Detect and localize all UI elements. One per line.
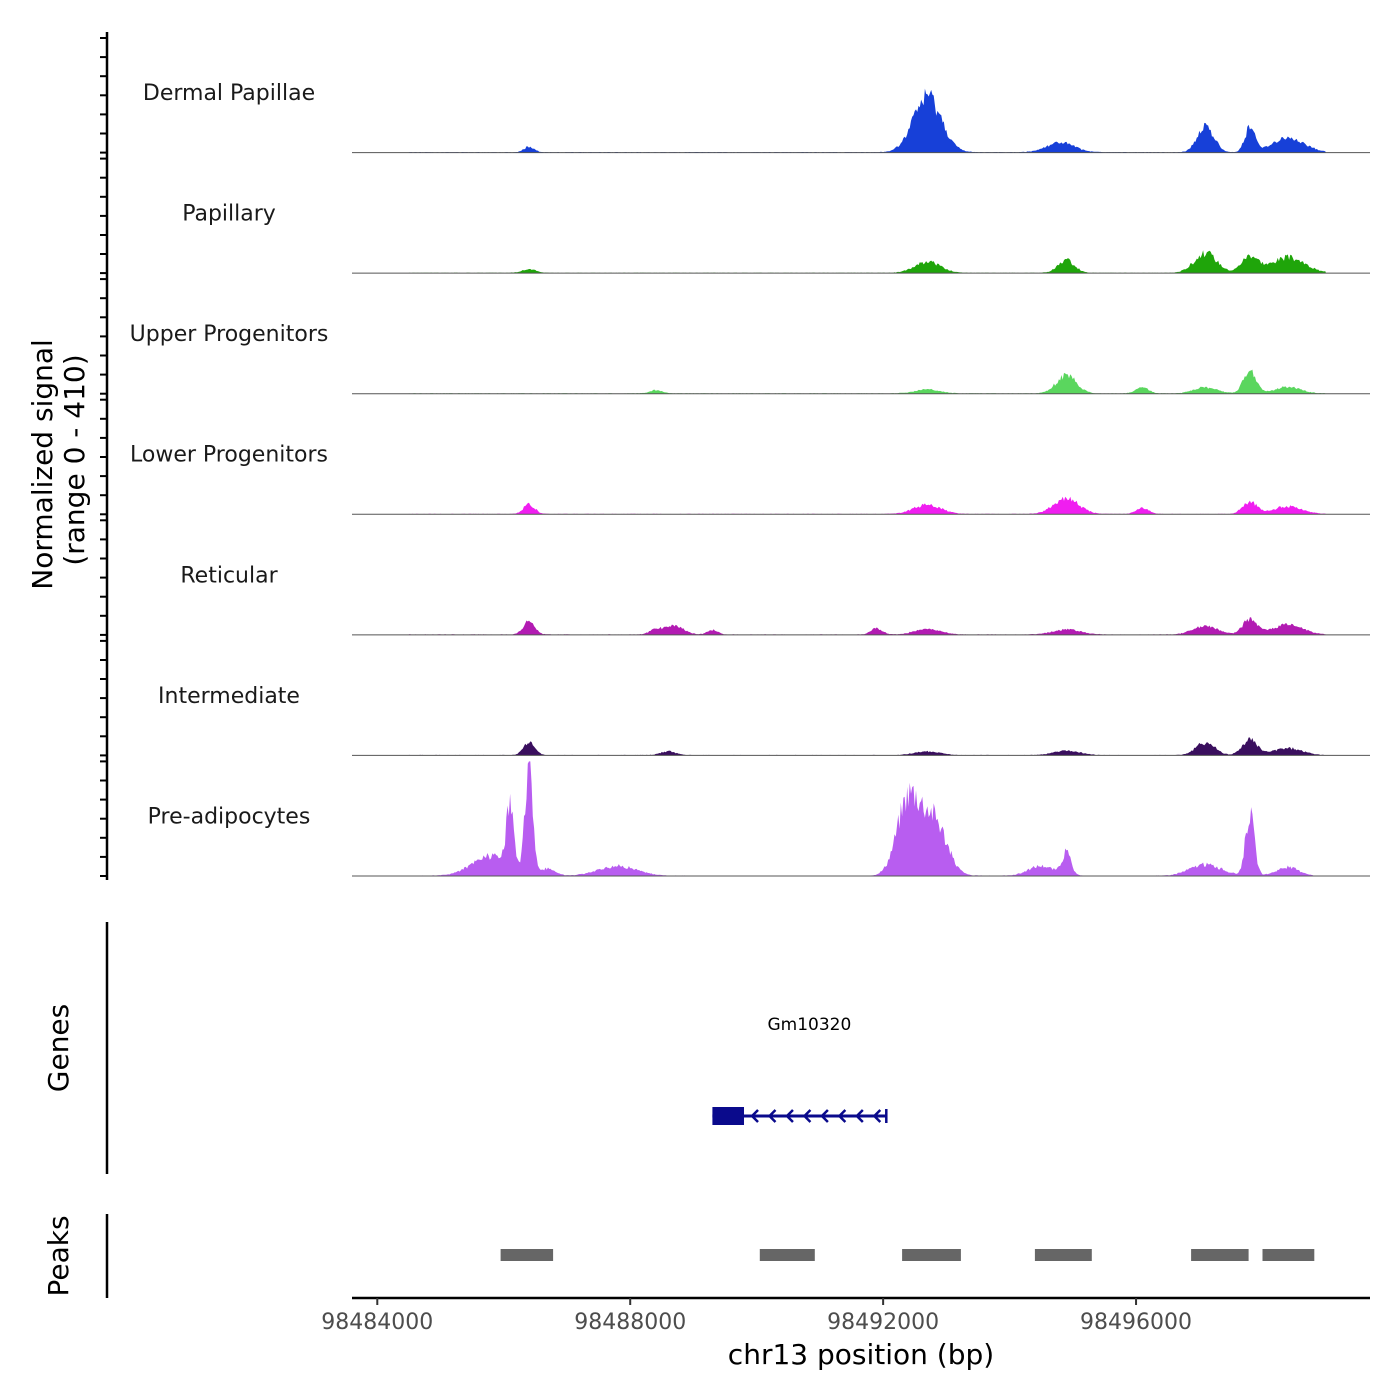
genes-y-axis-title: Genes [42, 1004, 75, 1092]
track-label: Pre-adipocytes [148, 804, 311, 829]
strand-arrow [855, 1109, 864, 1123]
peaks-y-axis-title: Peaks [42, 1215, 75, 1296]
strand-arrow [767, 1109, 777, 1123]
x-tick-label: 98484000 [321, 1310, 433, 1335]
track-label: Intermediate [158, 684, 300, 709]
strand-arrow [750, 1109, 759, 1123]
coverage-y-axis [100, 32, 109, 880]
track-lower-progenitors: Lower Progenitors [130, 443, 1370, 515]
track-label: Lower Progenitors [130, 443, 328, 468]
track-label: Papillary [182, 202, 276, 227]
peak-region [1034, 1249, 1092, 1261]
coverage-y-axis-title: Normalized signal (range 0 - 410) [26, 330, 91, 589]
track-intermediate: Intermediate [158, 684, 1370, 756]
x-tick-label: 98488000 [574, 1310, 686, 1335]
track-label: Upper Progenitors [130, 322, 329, 347]
x-axis-ticks: 98484000 98488000 98492000 98496000 [321, 1298, 1192, 1335]
peak-track [500, 1249, 1315, 1261]
strand-arrow [785, 1109, 794, 1123]
track-reticular: Reticular [180, 563, 1370, 636]
signal-area [408, 369, 1326, 394]
signal-area [408, 496, 1326, 515]
strand-arrow [820, 1109, 829, 1123]
strand-arrow [837, 1109, 847, 1123]
track-upper-progenitors: Upper Progenitors [130, 322, 1370, 395]
peak-region [500, 1249, 554, 1261]
strand-arrow [872, 1109, 882, 1123]
track-dermal-papillae: Dermal Papillae [143, 81, 1370, 154]
peak-region [1262, 1249, 1315, 1261]
signal-area [408, 88, 1326, 153]
gene-label: Gm10320 [767, 1015, 851, 1035]
gene-track: Gm10320 [712, 1015, 888, 1125]
gene-exon [712, 1107, 745, 1125]
track-label: Dermal Papillae [143, 81, 315, 106]
gene-gm10320: Gm10320 [712, 1015, 888, 1125]
peak-region [759, 1249, 815, 1261]
coverage-y-axis-title-line2: (range 0 - 410) [58, 354, 91, 565]
peak-region [902, 1249, 961, 1261]
signal-area [402, 761, 1314, 876]
coverage-tracks: Dermal Papillae Papillary Upper Progenitor… [130, 81, 1370, 877]
track-papillary: Papillary [182, 202, 1370, 274]
track-pre-adipocytes: Pre-adipocytes [148, 761, 1370, 877]
signal-area [408, 250, 1326, 274]
strand-arrow [802, 1109, 812, 1123]
track-label: Reticular [180, 563, 278, 588]
x-axis-title: chr13 position (bp) [728, 1338, 994, 1371]
coverage-y-axis-title-line1: Normalized signal [26, 339, 59, 590]
signal-area [408, 617, 1326, 635]
x-tick-label: 98492000 [827, 1310, 939, 1335]
x-tick-label: 98496000 [1080, 1310, 1192, 1335]
peak-region [1191, 1249, 1249, 1261]
signal-area [408, 737, 1326, 756]
